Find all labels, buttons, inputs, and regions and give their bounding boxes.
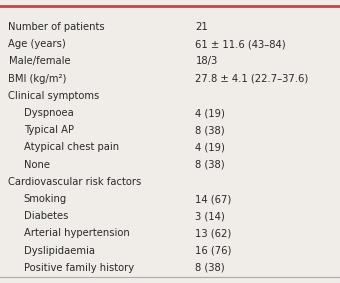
Text: 8 (38): 8 (38) — [195, 160, 225, 170]
Text: 3 (14): 3 (14) — [195, 211, 225, 221]
Text: Number of patients: Number of patients — [8, 22, 105, 32]
Text: 8 (38): 8 (38) — [195, 263, 225, 273]
Text: Dyslipidaemia: Dyslipidaemia — [24, 246, 95, 256]
Text: Arterial hypertension: Arterial hypertension — [24, 228, 130, 238]
Text: Cardiovascular risk factors: Cardiovascular risk factors — [8, 177, 142, 187]
Text: Male/female: Male/female — [8, 56, 70, 67]
Text: BMI (kg/m²): BMI (kg/m²) — [8, 74, 67, 83]
Text: Diabetes: Diabetes — [24, 211, 68, 221]
Text: 13 (62): 13 (62) — [195, 228, 232, 238]
Text: 4 (19): 4 (19) — [195, 142, 225, 153]
Text: 14 (67): 14 (67) — [195, 194, 232, 204]
Text: Positive family history: Positive family history — [24, 263, 134, 273]
Text: Atypical chest pain: Atypical chest pain — [24, 142, 119, 153]
Text: None: None — [24, 160, 50, 170]
Text: 4 (19): 4 (19) — [195, 108, 225, 118]
Text: Typical AP: Typical AP — [24, 125, 74, 135]
Text: 21: 21 — [195, 22, 208, 32]
Text: 18/3: 18/3 — [195, 56, 218, 67]
Text: Dyspnoea: Dyspnoea — [24, 108, 73, 118]
Text: 27.8 ± 4.1 (22.7–37.6): 27.8 ± 4.1 (22.7–37.6) — [195, 74, 309, 83]
Text: Smoking: Smoking — [24, 194, 67, 204]
Text: 8 (38): 8 (38) — [195, 125, 225, 135]
Text: 16 (76): 16 (76) — [195, 246, 232, 256]
Text: Age (years): Age (years) — [8, 39, 66, 49]
Text: 61 ± 11.6 (43–84): 61 ± 11.6 (43–84) — [195, 39, 286, 49]
Text: Clinical symptoms: Clinical symptoms — [8, 91, 100, 101]
